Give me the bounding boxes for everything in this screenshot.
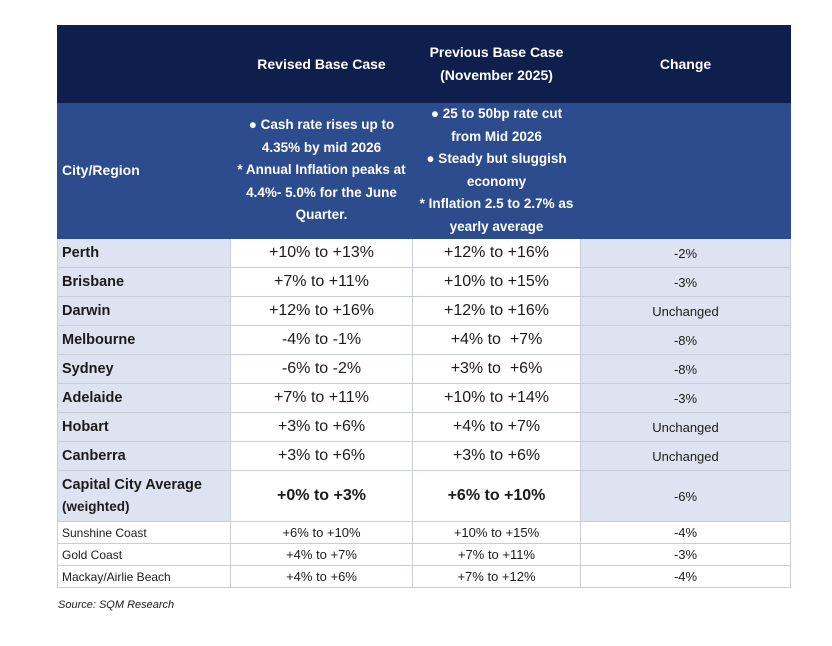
header-change: Change	[580, 25, 791, 103]
city-name: Melbourne	[57, 325, 231, 355]
table-row: Mackay/Airlie Beach +4% to +6% +7% to +1…	[57, 565, 791, 588]
previous-value: +7% to +12%	[412, 565, 581, 588]
change-value: -3%	[580, 267, 791, 297]
revised-value: +4% to +6%	[230, 565, 413, 588]
revised-value: +3% to +6%	[230, 412, 413, 442]
table-row: Melbourne -4% to -1% +4% to +7% -8%	[57, 325, 791, 355]
previous-value: +12% to +16%	[412, 238, 581, 268]
change-value: -3%	[580, 383, 791, 413]
previous-assumption-line: ● 25 to 50bp rate cut	[430, 106, 563, 121]
previous-assumption-line: yearly average	[449, 218, 544, 234]
previous-value: +6% to +10%	[412, 470, 581, 522]
change-value: -3%	[580, 543, 791, 566]
table-row: Adelaide +7% to +11% +10% to +14% -3%	[57, 383, 791, 413]
table-row: Perth +10% to +13% +12% to +16% -2%	[57, 238, 791, 268]
city-name: Brisbane	[57, 267, 231, 297]
revised-assumption-line: ● Cash rate rises up to	[248, 117, 395, 133]
previous-value: +3% to +6%	[412, 354, 581, 384]
city-name: Hobart	[57, 412, 231, 442]
header-empty-cell	[57, 25, 231, 103]
change-value: -8%	[580, 325, 791, 355]
city-name: Gold Coast	[57, 543, 231, 566]
subheader-row: City/Region ● Cash rate rises up to 4.35…	[57, 102, 791, 239]
city-name: Sunshine Coast	[57, 521, 231, 544]
previous-value: +4% to +7%	[412, 325, 581, 355]
previous-value: +4% to +7%	[412, 412, 581, 442]
header-previous: Previous Base Case (November 2025)	[412, 25, 581, 103]
table-row-capital-average: Capital City Average (weighted) +0% to +…	[57, 470, 791, 522]
table-row: Darwin +12% to +16% +12% to +16% Unchang…	[57, 296, 791, 326]
city-name: Adelaide	[57, 383, 231, 413]
table-row: Sydney -6% to -2% +3% to +6% -8%	[57, 354, 791, 384]
table-row: Sunshine Coast +6% to +10% +10% to +15% …	[57, 521, 791, 544]
revised-value: +10% to +13%	[230, 238, 413, 268]
previous-assumption-line: economy	[466, 173, 527, 189]
table-row: Canberra +3% to +6% +3% to +6% Unchanged	[57, 441, 791, 471]
revised-value: +7% to +11%	[230, 267, 413, 297]
city-name-line2: (weighted)	[62, 499, 130, 514]
header-previous-line2: (November 2025)	[440, 67, 553, 83]
city-name: Capital City Average (weighted)	[57, 470, 231, 522]
change-value: Unchanged	[580, 412, 791, 442]
revised-assumption-line: 4.4%- 5.0% for the June	[246, 184, 397, 200]
previous-value: +10% to +14%	[412, 383, 581, 413]
city-name-line1: Capital City Average	[62, 477, 202, 493]
change-value: -4%	[580, 521, 791, 544]
change-value: -4%	[580, 565, 791, 588]
revised-value: +4% to +7%	[230, 543, 413, 566]
city-name: Sydney	[57, 354, 231, 384]
subheader-change-empty	[580, 102, 791, 239]
revised-assumption-line: 4.35% by mid 2026	[261, 139, 382, 155]
previous-value: +12% to +16%	[412, 296, 581, 326]
change-value: -8%	[580, 354, 791, 384]
revised-value: -4% to -1%	[230, 325, 413, 355]
previous-value: +3% to +6%	[412, 441, 581, 471]
revised-assumptions: ● Cash rate rises up to 4.35% by mid 202…	[230, 102, 413, 239]
table-row: Gold Coast +4% to +7% +7% to +11% -3%	[57, 543, 791, 566]
revised-assumption-line: Quarter.	[295, 207, 348, 223]
table-row: Hobart +3% to +6% +4% to +7% Unchanged	[57, 412, 791, 442]
table-row: Brisbane +7% to +11% +10% to +15% -3%	[57, 267, 791, 297]
previous-assumption-line: ● Steady but sluggish	[426, 151, 567, 166]
header-revised: Revised Base Case	[230, 25, 413, 103]
previous-assumption-line: * Inflation 2.5 to 2.7% as	[419, 196, 574, 211]
header-row: Revised Base Case Previous Base Case (No…	[57, 25, 791, 103]
revised-value: -6% to -2%	[230, 354, 413, 384]
source-note: Source: SQM Research	[58, 599, 175, 611]
previous-value: +10% to +15%	[412, 267, 581, 297]
revised-assumption-line: * Annual Inflation peaks at	[237, 162, 406, 178]
change-value: Unchanged	[580, 441, 791, 471]
previous-value: +7% to +11%	[412, 543, 581, 566]
city-name: Mackay/Airlie Beach	[57, 565, 231, 588]
previous-value: +10% to +15%	[412, 521, 581, 544]
change-value: -6%	[580, 470, 791, 522]
revised-value: +12% to +16%	[230, 296, 413, 326]
revised-value: +7% to +11%	[230, 383, 413, 413]
revised-value: +3% to +6%	[230, 441, 413, 471]
city-region-label: City/Region	[57, 102, 231, 239]
forecast-table: Revised Base Case Previous Base Case (No…	[57, 25, 791, 588]
city-name: Canberra	[57, 441, 231, 471]
city-name: Darwin	[57, 296, 231, 326]
revised-value: +6% to +10%	[230, 521, 413, 544]
city-name: Perth	[57, 238, 231, 268]
revised-value: +0% to +3%	[230, 470, 413, 522]
change-value: Unchanged	[580, 296, 791, 326]
previous-assumptions: ● 25 to 50bp rate cut from Mid 2026 ● St…	[412, 102, 581, 239]
previous-assumption-line: from Mid 2026	[451, 128, 542, 144]
header-previous-line1: Previous Base Case	[429, 44, 564, 60]
change-value: -2%	[580, 238, 791, 268]
